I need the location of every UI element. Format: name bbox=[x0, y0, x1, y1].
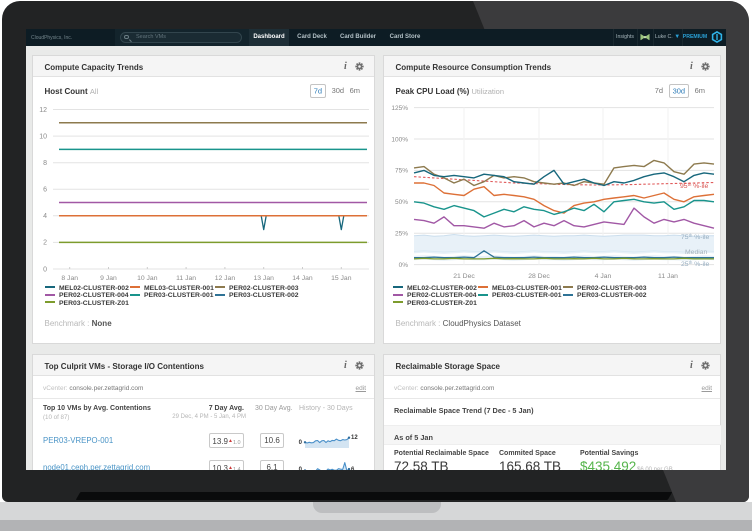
svg-text:6: 6 bbox=[43, 187, 47, 194]
svg-text:4 Jan: 4 Jan bbox=[595, 273, 612, 280]
svg-text:12 Jan: 12 Jan bbox=[215, 275, 236, 282]
svg-text:15 Jan: 15 Jan bbox=[331, 275, 352, 282]
svg-text:0: 0 bbox=[299, 467, 303, 470]
svg-text:100%: 100% bbox=[391, 136, 408, 143]
svg-text:12: 12 bbox=[39, 107, 47, 114]
svg-text:0: 0 bbox=[299, 440, 303, 446]
svg-text:0: 0 bbox=[43, 266, 47, 273]
svg-text:Median: Median bbox=[685, 249, 708, 256]
svg-text:2: 2 bbox=[43, 240, 47, 247]
svg-text:25%: 25% bbox=[395, 231, 408, 238]
svg-text:4: 4 bbox=[43, 213, 47, 220]
svg-text:125%: 125% bbox=[391, 105, 408, 112]
svg-text:0%: 0% bbox=[399, 262, 409, 269]
svg-text:10 Jan: 10 Jan bbox=[137, 275, 158, 282]
svg-text:75th %-ile: 75th %-ile bbox=[681, 233, 710, 241]
svg-text:13 Jan: 13 Jan bbox=[253, 275, 274, 282]
svg-text:14 Jan: 14 Jan bbox=[292, 275, 313, 282]
svg-text:6: 6 bbox=[351, 467, 355, 470]
svg-text:10: 10 bbox=[39, 133, 47, 140]
svg-text:9 Jan: 9 Jan bbox=[100, 275, 117, 282]
svg-text:8: 8 bbox=[43, 160, 47, 167]
svg-text:25th %-ile: 25th %-ile bbox=[681, 260, 710, 268]
svg-text:95th %-ile: 95th %-ile bbox=[680, 182, 709, 190]
svg-text:11 Jan: 11 Jan bbox=[658, 273, 678, 280]
svg-text:11 Jan: 11 Jan bbox=[176, 275, 196, 282]
svg-text:8 Jan: 8 Jan bbox=[61, 275, 78, 282]
svg-text:12: 12 bbox=[351, 435, 358, 441]
svg-text:21 Dec: 21 Dec bbox=[453, 273, 475, 280]
svg-text:28 Dec: 28 Dec bbox=[528, 273, 550, 280]
svg-text:50%: 50% bbox=[395, 199, 408, 206]
svg-text:75%: 75% bbox=[395, 168, 408, 175]
